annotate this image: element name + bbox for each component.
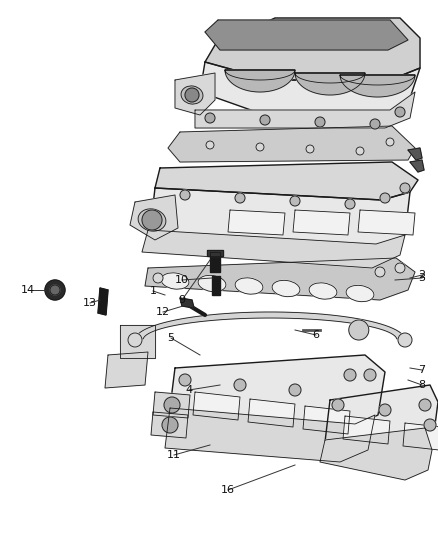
- Polygon shape: [105, 352, 148, 388]
- Circle shape: [378, 404, 390, 416]
- Polygon shape: [227, 210, 284, 235]
- Ellipse shape: [161, 273, 188, 289]
- Polygon shape: [407, 148, 421, 160]
- Circle shape: [394, 263, 404, 273]
- Polygon shape: [357, 210, 414, 235]
- Text: 7: 7: [417, 365, 424, 375]
- Polygon shape: [409, 160, 423, 172]
- Circle shape: [385, 138, 393, 146]
- Polygon shape: [205, 20, 407, 50]
- Circle shape: [399, 183, 409, 193]
- Polygon shape: [151, 412, 187, 438]
- Ellipse shape: [345, 285, 373, 302]
- Text: 13: 13: [83, 298, 97, 308]
- Circle shape: [233, 379, 245, 391]
- Circle shape: [314, 117, 324, 127]
- Circle shape: [305, 145, 313, 153]
- Polygon shape: [292, 210, 349, 235]
- Circle shape: [355, 147, 363, 155]
- Circle shape: [153, 273, 162, 283]
- Polygon shape: [135, 312, 404, 339]
- Circle shape: [363, 369, 375, 381]
- Text: 4: 4: [185, 385, 192, 395]
- Circle shape: [162, 417, 177, 433]
- Polygon shape: [207, 250, 223, 256]
- Ellipse shape: [308, 283, 336, 299]
- Circle shape: [423, 419, 435, 431]
- Polygon shape: [247, 399, 294, 427]
- Polygon shape: [212, 276, 219, 295]
- Circle shape: [205, 113, 215, 123]
- Circle shape: [180, 190, 190, 200]
- Text: 10: 10: [175, 275, 189, 285]
- Polygon shape: [294, 73, 364, 95]
- Text: 11: 11: [166, 450, 180, 460]
- Text: 2: 2: [417, 270, 424, 280]
- Ellipse shape: [272, 280, 299, 297]
- Circle shape: [343, 369, 355, 381]
- Polygon shape: [319, 428, 431, 480]
- Circle shape: [164, 397, 180, 413]
- Polygon shape: [153, 392, 190, 418]
- Circle shape: [179, 374, 191, 386]
- Polygon shape: [170, 355, 384, 428]
- Polygon shape: [168, 126, 414, 162]
- Circle shape: [369, 119, 379, 129]
- Polygon shape: [194, 92, 414, 128]
- Circle shape: [45, 280, 65, 300]
- Polygon shape: [150, 188, 409, 248]
- Polygon shape: [342, 416, 389, 444]
- Polygon shape: [193, 392, 240, 420]
- Text: 3: 3: [417, 273, 424, 283]
- Circle shape: [290, 196, 299, 206]
- Polygon shape: [324, 385, 437, 460]
- Polygon shape: [302, 406, 349, 434]
- Polygon shape: [180, 298, 194, 308]
- Ellipse shape: [138, 209, 166, 231]
- Polygon shape: [155, 162, 417, 200]
- Text: 1: 1: [149, 286, 156, 296]
- Circle shape: [348, 320, 368, 340]
- Text: 14: 14: [21, 285, 35, 295]
- Circle shape: [374, 267, 384, 277]
- Polygon shape: [339, 75, 414, 97]
- Polygon shape: [402, 423, 438, 451]
- Ellipse shape: [235, 278, 262, 294]
- Polygon shape: [225, 70, 294, 92]
- Text: 12: 12: [155, 307, 170, 317]
- Text: 6: 6: [312, 330, 319, 340]
- Circle shape: [205, 141, 213, 149]
- Circle shape: [50, 285, 60, 295]
- Circle shape: [259, 115, 269, 125]
- Circle shape: [141, 210, 162, 230]
- Circle shape: [184, 88, 198, 102]
- Polygon shape: [200, 62, 419, 115]
- Ellipse shape: [198, 276, 226, 292]
- Circle shape: [234, 193, 244, 203]
- Ellipse shape: [180, 86, 202, 104]
- Polygon shape: [145, 258, 414, 300]
- Polygon shape: [175, 73, 215, 115]
- Text: 8: 8: [417, 380, 424, 390]
- Polygon shape: [130, 195, 177, 240]
- Circle shape: [288, 384, 300, 396]
- Circle shape: [418, 399, 430, 411]
- Text: 9: 9: [178, 295, 185, 305]
- Polygon shape: [205, 18, 419, 80]
- Circle shape: [331, 399, 343, 411]
- Polygon shape: [120, 325, 155, 358]
- Circle shape: [397, 333, 411, 347]
- Circle shape: [255, 143, 263, 151]
- Polygon shape: [98, 288, 108, 315]
- Text: 16: 16: [220, 485, 234, 495]
- Polygon shape: [209, 252, 219, 272]
- Polygon shape: [165, 408, 374, 462]
- Circle shape: [379, 193, 389, 203]
- Circle shape: [128, 333, 141, 347]
- Circle shape: [394, 107, 404, 117]
- Circle shape: [344, 199, 354, 209]
- Polygon shape: [141, 230, 404, 268]
- Text: 5: 5: [167, 333, 174, 343]
